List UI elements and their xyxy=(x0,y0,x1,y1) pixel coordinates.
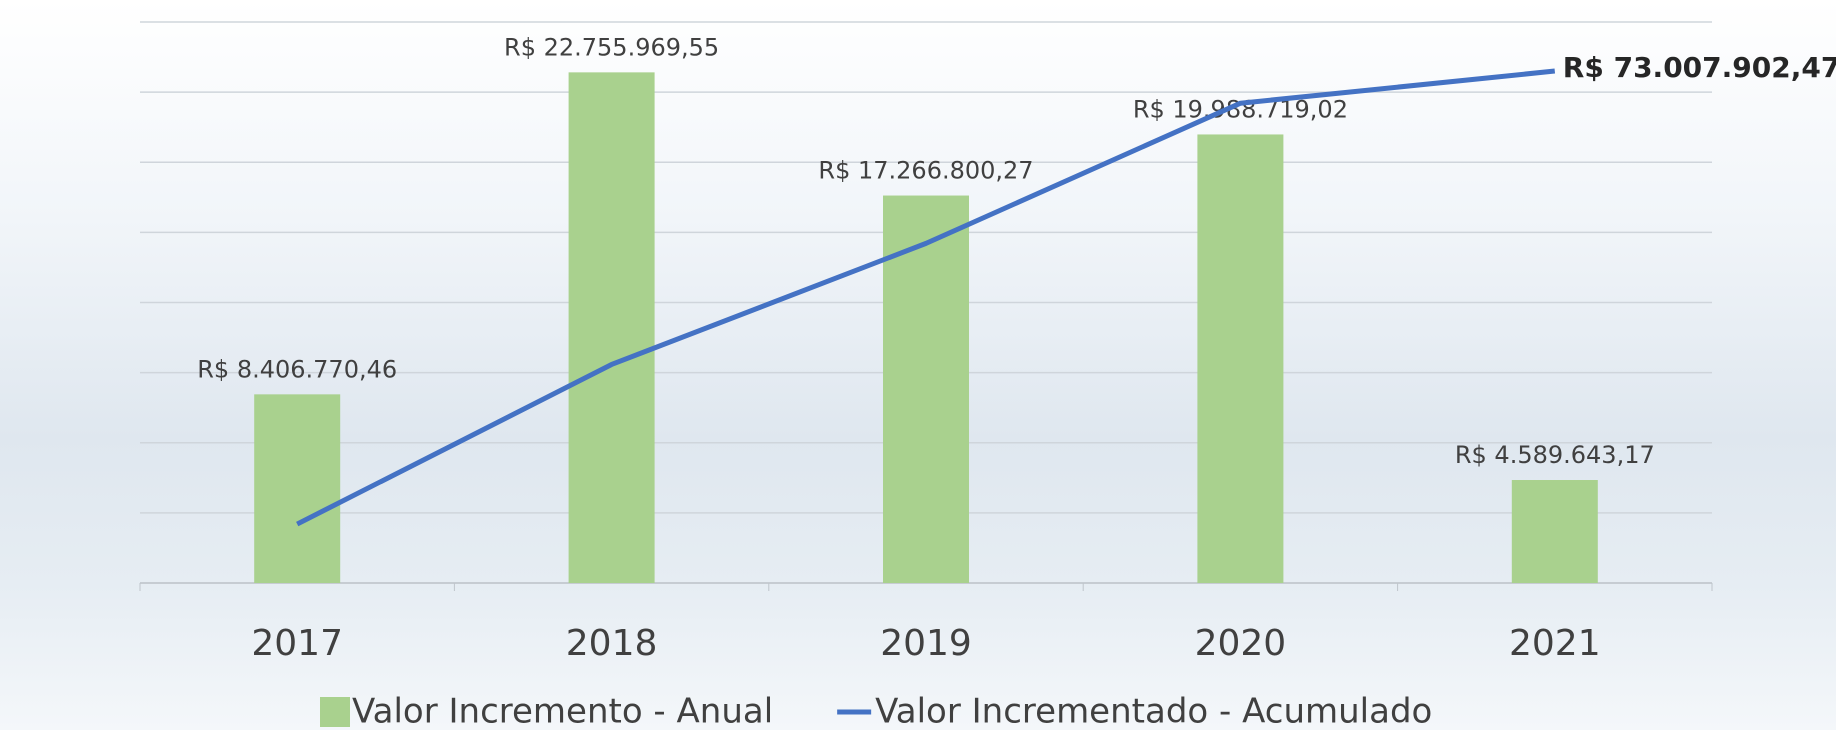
x-tick-label: 2021 xyxy=(1509,623,1601,664)
bar-value-label: R$ 8.406.770,46 xyxy=(197,355,397,383)
x-tick-label: 2019 xyxy=(880,623,972,664)
bar-value-label: R$ 4.589.643,17 xyxy=(1455,441,1655,469)
line-value-label: R$ 73.007.902,47 xyxy=(1563,51,1836,84)
x-tick-label: 2020 xyxy=(1195,623,1287,664)
bar-value-label: R$ 19.988.719,02 xyxy=(1133,95,1348,123)
x-tick-label: 2018 xyxy=(566,623,658,664)
bar xyxy=(254,394,341,583)
bar xyxy=(1511,480,1598,583)
bar-value-label: R$ 22.755.969,55 xyxy=(504,33,719,61)
bar xyxy=(883,195,969,583)
legend-label: Valor Incrementado - Acumulado xyxy=(875,692,1432,730)
bar xyxy=(1197,134,1284,584)
legend-swatch xyxy=(320,697,350,727)
bar-value-label: R$ 17.266.800,27 xyxy=(818,157,1033,185)
line xyxy=(296,68,1556,527)
legend-label: Valor Incremento - Anual xyxy=(352,692,773,730)
x-tick-label: 2017 xyxy=(251,623,343,664)
bar xyxy=(568,72,655,583)
